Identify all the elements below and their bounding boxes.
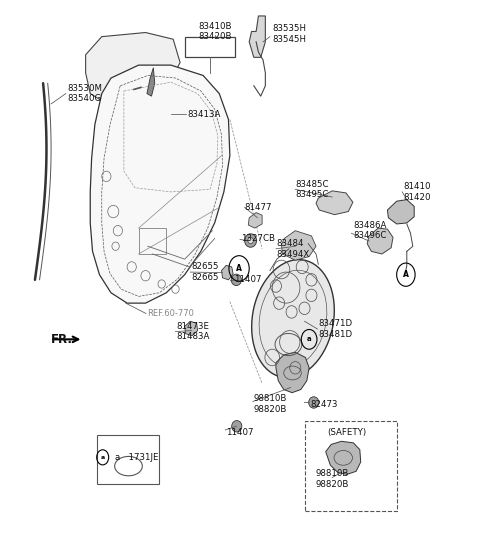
Text: a: a bbox=[101, 455, 105, 460]
Polygon shape bbox=[222, 265, 233, 280]
Text: A: A bbox=[403, 270, 409, 279]
Text: REF.60-770: REF.60-770 bbox=[147, 309, 194, 318]
Text: 11407: 11407 bbox=[226, 428, 253, 437]
Text: 83410B
83420B: 83410B 83420B bbox=[198, 22, 231, 41]
Polygon shape bbox=[276, 353, 309, 392]
Text: 83486A
83496C: 83486A 83496C bbox=[353, 221, 386, 240]
Polygon shape bbox=[147, 68, 155, 96]
Text: 98810B
98820B: 98810B 98820B bbox=[254, 395, 287, 414]
Polygon shape bbox=[281, 231, 316, 260]
Text: (SAFETY): (SAFETY) bbox=[327, 428, 367, 437]
Text: 83413A: 83413A bbox=[187, 110, 220, 119]
Text: 11407: 11407 bbox=[234, 275, 262, 285]
Text: 83535H
83545H: 83535H 83545H bbox=[272, 24, 306, 44]
Text: 81473E
81483A: 81473E 81483A bbox=[177, 322, 210, 341]
Circle shape bbox=[245, 234, 257, 247]
Text: 83471D
83481D: 83471D 83481D bbox=[318, 319, 352, 338]
Text: 1327CB: 1327CB bbox=[241, 234, 276, 243]
Polygon shape bbox=[248, 212, 262, 228]
Polygon shape bbox=[316, 191, 353, 215]
Polygon shape bbox=[90, 65, 230, 303]
Text: 82473: 82473 bbox=[310, 399, 337, 409]
Polygon shape bbox=[249, 16, 265, 57]
Circle shape bbox=[231, 274, 241, 286]
Circle shape bbox=[232, 420, 242, 432]
Text: 98810B
98820B: 98810B 98820B bbox=[315, 469, 349, 489]
Polygon shape bbox=[367, 228, 393, 254]
Polygon shape bbox=[387, 199, 414, 224]
Text: 83484
83494X: 83484 83494X bbox=[276, 239, 309, 259]
Text: a   1731JE: a 1731JE bbox=[115, 453, 158, 462]
Text: 83485C
83495C: 83485C 83495C bbox=[295, 179, 329, 199]
FancyBboxPatch shape bbox=[97, 435, 159, 484]
Text: 83530M
83540G: 83530M 83540G bbox=[67, 84, 102, 103]
Ellipse shape bbox=[252, 260, 334, 378]
Text: A: A bbox=[236, 264, 242, 273]
Text: 81477: 81477 bbox=[245, 203, 272, 212]
Text: 82655
82665: 82655 82665 bbox=[192, 262, 219, 282]
Text: a: a bbox=[307, 336, 312, 342]
Circle shape bbox=[248, 237, 253, 244]
Polygon shape bbox=[85, 32, 180, 107]
Text: FR.: FR. bbox=[51, 333, 73, 346]
Polygon shape bbox=[326, 441, 361, 474]
Text: 81410
81420: 81410 81420 bbox=[404, 182, 431, 202]
Circle shape bbox=[309, 397, 319, 408]
Polygon shape bbox=[185, 321, 198, 336]
